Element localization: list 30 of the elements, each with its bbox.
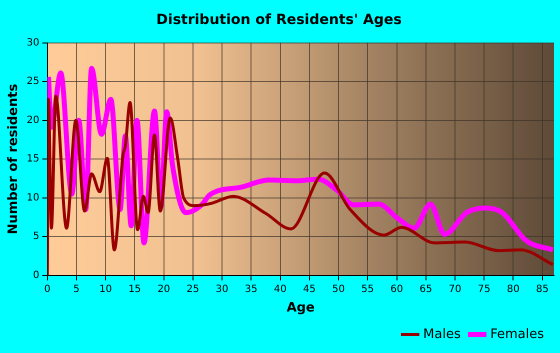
y-tick-label: 10 (26, 192, 40, 204)
x-tick-label: 15 (128, 284, 142, 295)
legend-label: Females (490, 326, 544, 342)
x-tick-label: 45 (303, 284, 316, 295)
x-tick-label: 60 (390, 284, 404, 295)
legend-label: Males (423, 326, 461, 342)
y-tick-label: 0 (32, 270, 40, 281)
x-tick-label: 30 (216, 284, 228, 295)
y-tick-label: 20 (26, 114, 40, 126)
x-tick-label: 20 (157, 284, 170, 295)
x-tick-label: 0 (44, 284, 51, 295)
x-tick-label: 50 (332, 284, 345, 295)
x-tick-label: 25 (186, 284, 200, 295)
x-tick-label: 70 (448, 284, 462, 295)
y-axis-title: Number of residents (6, 84, 22, 234)
x-tick-label: 85 (536, 284, 549, 295)
x-tick-label: 80 (506, 284, 520, 295)
x-tick-label: 75 (478, 284, 490, 295)
chart-title: Distribution of Residents' Ages (156, 12, 402, 28)
x-tick-label: 35 (244, 284, 258, 295)
x-tick-label: 65 (420, 284, 432, 295)
y-tick-label: 25 (26, 76, 40, 88)
y-tick-label: 5 (32, 231, 40, 242)
y-tick-label: 15 (26, 154, 40, 165)
y-tick-label: 30 (26, 37, 40, 48)
x-tick-label: 55 (361, 284, 374, 295)
x-tick-label: 40 (274, 284, 287, 295)
x-tick-label: 5 (73, 284, 80, 295)
x-tick-label: 10 (99, 284, 112, 295)
x-axis-title: Age (286, 300, 315, 316)
